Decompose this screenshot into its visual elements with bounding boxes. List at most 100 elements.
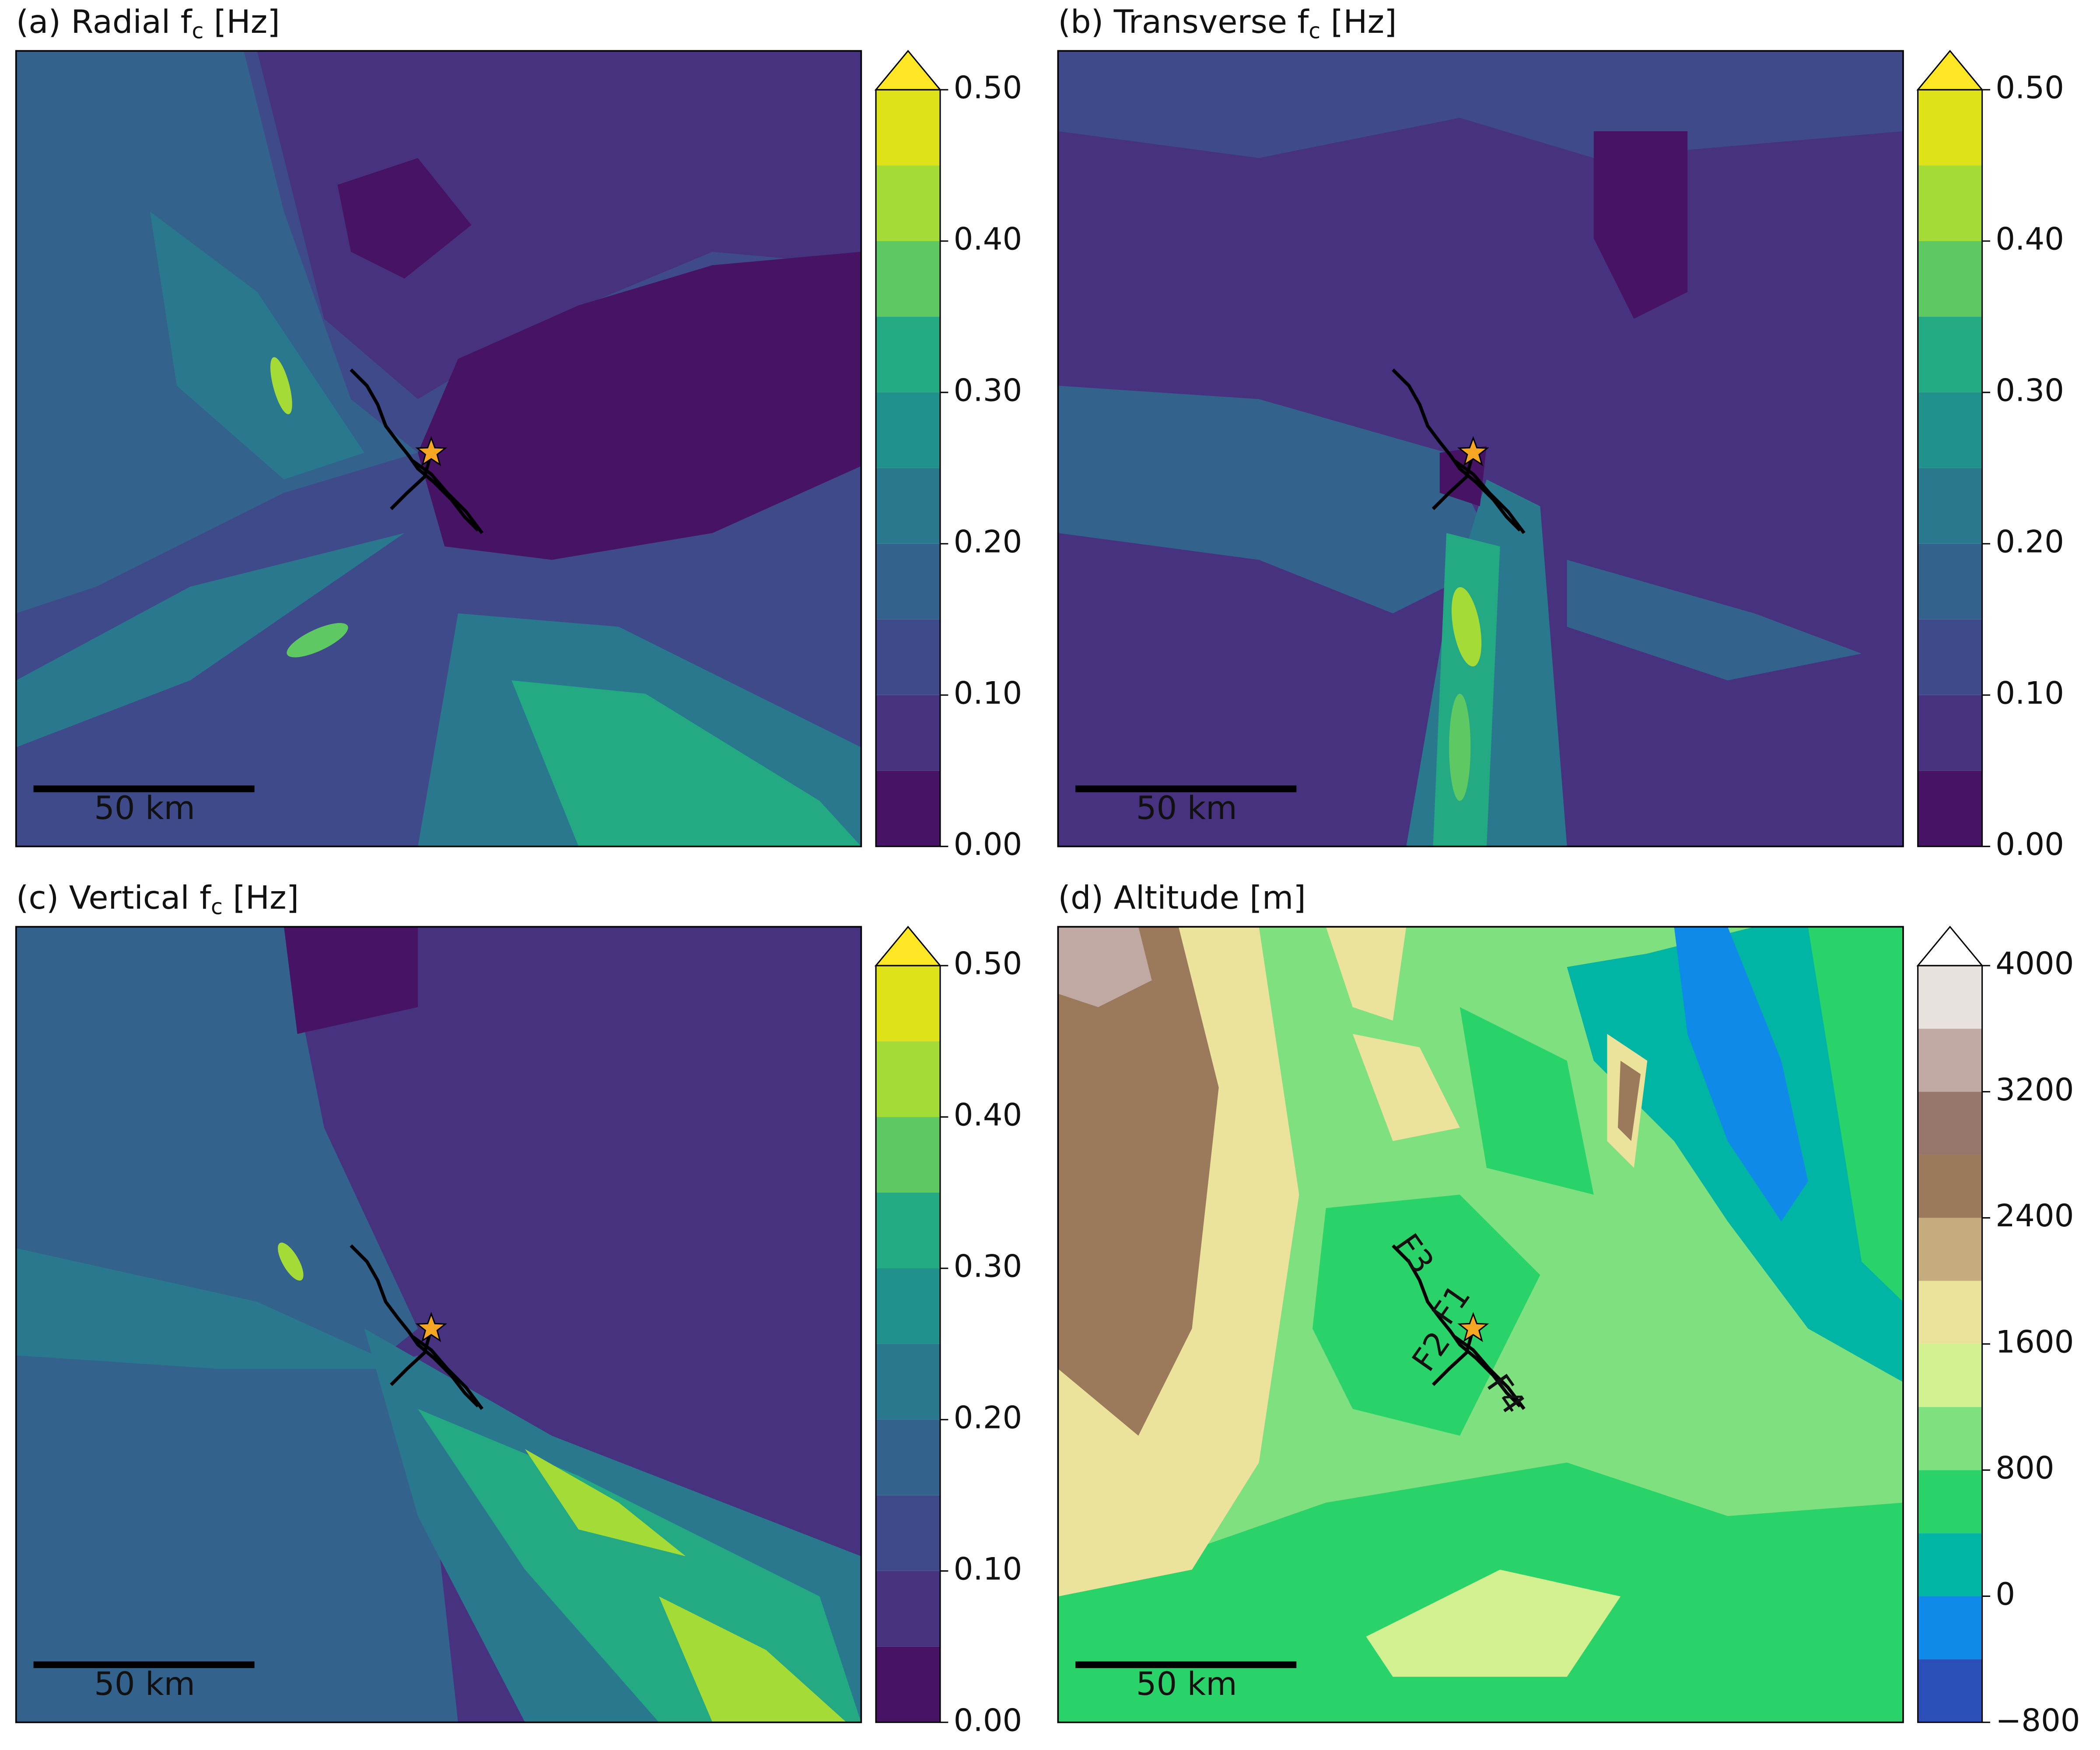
epicenter-star (415, 1312, 448, 1342)
fault-line (1391, 368, 1522, 532)
colorbar-tick-label: 0.50 (1995, 70, 2064, 106)
colorbar-band (876, 695, 940, 771)
map-region (1808, 927, 1903, 1302)
colorbar-band (1918, 90, 1982, 166)
map-frame (15, 50, 862, 847)
colorbar-band (876, 770, 940, 847)
title-subscript: c (211, 894, 223, 919)
map-region (16, 1248, 405, 1369)
colorbar-band (1918, 468, 1982, 544)
epicenter-star (1457, 1312, 1489, 1342)
map-region (1460, 1007, 1594, 1195)
map-region (16, 1355, 458, 1722)
colorbar-band (876, 1495, 940, 1571)
colorbar-band (1918, 1407, 1982, 1470)
colorbar-tick-label: 0.20 (1995, 524, 2064, 560)
colorbar-band (1918, 1155, 1982, 1218)
map-region (1058, 51, 1903, 158)
title-text: (d) Altitude [m] (1058, 879, 1306, 917)
map-region (659, 1596, 847, 1722)
colorbar-band (1918, 619, 1982, 695)
title-end: [Hz] (203, 4, 280, 41)
colorbar-band (1918, 392, 1982, 468)
colorbar-tick-label: −800 (1995, 1702, 2080, 1738)
title-text: (a) Radial f (16, 4, 193, 41)
scale-bar-label: 50 km (1136, 1666, 1237, 1703)
colorbar-tick-label: 0.10 (954, 675, 1022, 711)
map (16, 927, 861, 1722)
map-frame (15, 926, 862, 1723)
colorbar-band (1918, 316, 1982, 392)
colorbar-tick-label: 1600 (1995, 1324, 2074, 1360)
colorbar-band (876, 165, 940, 242)
colorbar-band (876, 316, 940, 392)
colorbar-band (1918, 1092, 1982, 1155)
colorbar-tick-label: 2400 (1995, 1198, 2074, 1234)
colorbar-tick-label: 0.40 (954, 221, 1022, 257)
map-region (270, 357, 292, 414)
epicenter-star (415, 436, 448, 466)
title-subscript: c (192, 18, 204, 43)
colorbar-tick-label: 0.00 (954, 1702, 1022, 1738)
colorbar-tick-label: 0.00 (954, 826, 1022, 862)
map-region (257, 51, 861, 399)
fault-line (1432, 452, 1475, 510)
map-region (278, 1242, 304, 1281)
fault-line (411, 459, 484, 534)
title-text: (c) Vertical f (16, 879, 212, 917)
map-region (1326, 927, 1407, 1021)
map-region (1058, 385, 1500, 614)
colorbar-tick-label: 0.40 (954, 1097, 1022, 1133)
scale-bar-label: 50 km (94, 1666, 195, 1703)
panel-title: (c) Vertical fc [Hz] (16, 879, 299, 919)
panel: (c) Vertical fc [Hz] 50 km 0.00 0.10 0.20 0.3… (15, 879, 1022, 1738)
title-end: [Hz] (223, 879, 299, 917)
colorbar-band (876, 1419, 940, 1495)
fault-line (350, 1244, 480, 1407)
colorbar-band (1918, 1281, 1982, 1344)
colorbar-band (1918, 1218, 1982, 1281)
title-subscript: c (1309, 18, 1320, 43)
fault-line (1432, 1328, 1475, 1386)
map-region (1366, 1569, 1621, 1677)
map (1058, 51, 1903, 847)
map-region (1617, 1060, 1641, 1141)
panel: (a) Radial fc [Hz] 50 km 0.00 0.10 0.20 0.30 0… (15, 4, 1022, 862)
map-frame (1057, 926, 1904, 1723)
colorbar-extend (874, 925, 942, 966)
colorbar-extend (874, 49, 942, 91)
colorbar-tick-label: 800 (1995, 1450, 2054, 1486)
colorbar-band (1918, 1344, 1982, 1407)
panel-title: (d) Altitude [m] (1058, 879, 1306, 917)
colorbar-tick-label: 3200 (1995, 1072, 2074, 1108)
fault-line (390, 1328, 433, 1386)
colorbar-tick-label: 0.00 (1995, 826, 2064, 862)
map-region (1352, 1034, 1460, 1141)
colorbar-band (876, 1646, 940, 1722)
fault-line (1453, 1335, 1526, 1410)
map-region (1593, 131, 1688, 319)
map-region (511, 680, 861, 847)
map-region (284, 927, 418, 1034)
title-end: [Hz] (1320, 4, 1396, 41)
colorbar-band (876, 1193, 940, 1268)
panel-title: (a) Radial fc [Hz] (16, 4, 280, 43)
colorbar-band (876, 90, 940, 166)
fault-line (350, 368, 480, 532)
colorbar-band (1918, 1533, 1982, 1596)
colorbar-band (1918, 241, 1982, 317)
colorbar-tick-label: 0.30 (954, 1249, 1022, 1284)
map-region (287, 623, 348, 658)
colorbar-extend (1916, 49, 1984, 91)
colorbar-band (876, 241, 940, 317)
colorbar-band (1918, 165, 1982, 242)
fault-line (1391, 1244, 1522, 1407)
colorbar-band (1918, 1596, 1982, 1659)
map (16, 51, 861, 847)
colorbar-band (1918, 1029, 1982, 1092)
colorbar-band (1918, 695, 1982, 771)
panel-title: (b) Transverse fc [Hz] (1058, 4, 1396, 43)
fault-line (390, 452, 433, 510)
map-region (418, 252, 861, 560)
panel: (b) Transverse fc [Hz] 50 km 0.00 0.10 0.20 0… (1057, 4, 2064, 862)
